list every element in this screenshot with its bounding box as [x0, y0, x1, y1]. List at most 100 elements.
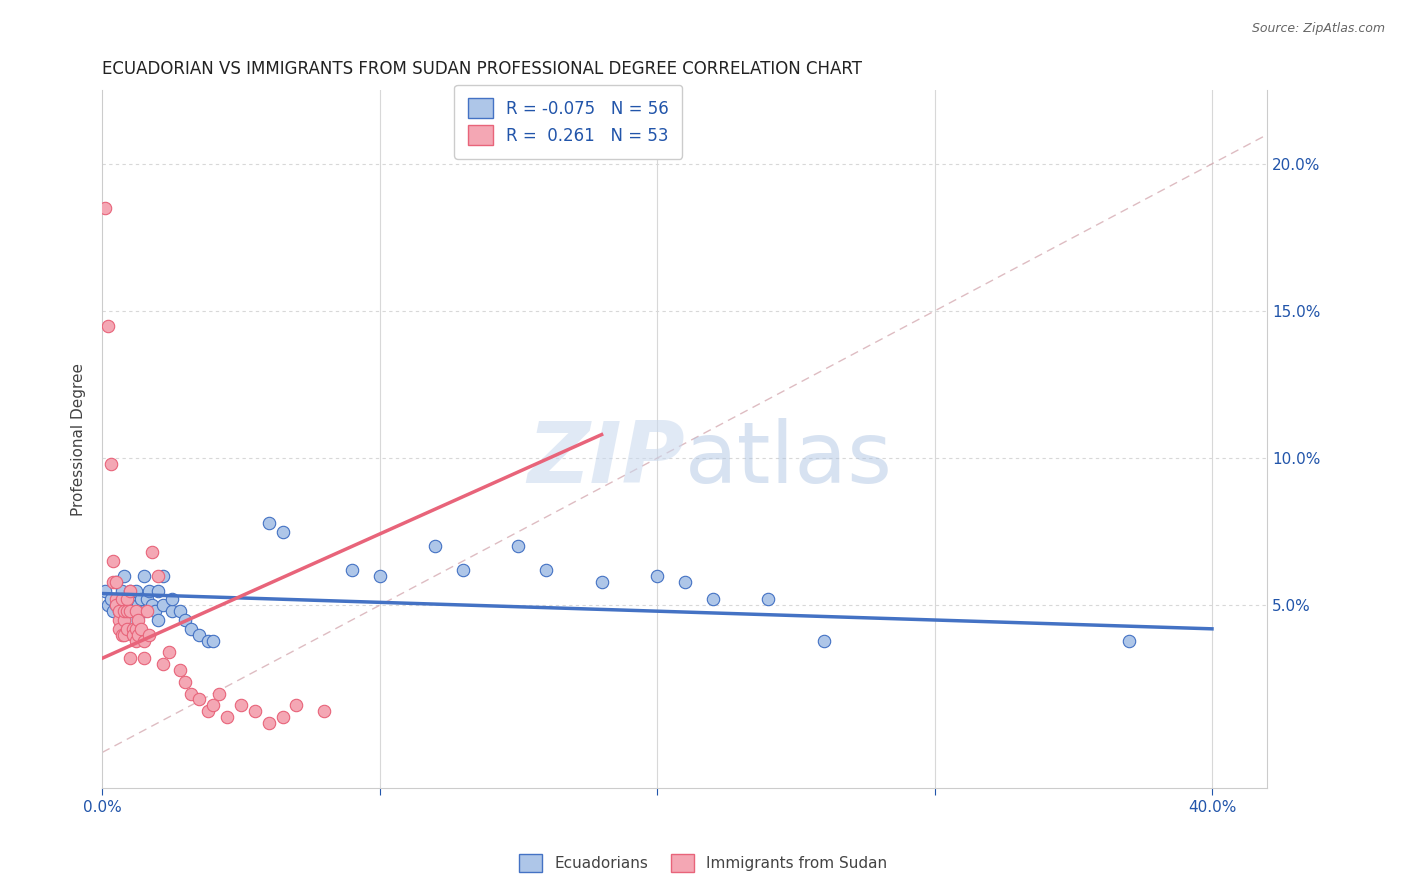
Point: [94, 583, 117, 598]
Text: Source: ZipAtlas.com: Source: ZipAtlas.com: [1251, 22, 1385, 36]
Point: [115, 604, 138, 618]
Point: [105, 574, 128, 589]
Point: [103, 554, 125, 568]
Point: [285, 698, 308, 713]
Point: [340, 563, 363, 577]
Point: [673, 574, 696, 589]
Point: [111, 583, 134, 598]
Point: [129, 622, 152, 636]
Point: [94, 201, 117, 215]
Point: [127, 628, 149, 642]
Point: [229, 698, 252, 713]
Point: [105, 599, 128, 613]
Legend: R = -0.075   N = 56, R =  0.261   N = 53: R = -0.075 N = 56, R = 0.261 N = 53: [454, 85, 682, 159]
Text: atlas: atlas: [685, 418, 893, 501]
Point: [111, 592, 134, 607]
Point: [129, 592, 152, 607]
Point: [368, 569, 391, 583]
Point: [115, 592, 138, 607]
Point: [202, 698, 225, 713]
Point: [112, 628, 135, 642]
Point: [257, 516, 280, 530]
Point: [180, 622, 202, 636]
Point: [152, 657, 174, 672]
Point: [180, 687, 202, 701]
Point: [451, 563, 474, 577]
Point: [152, 599, 174, 613]
Point: [135, 592, 157, 607]
Point: [108, 604, 131, 618]
Point: [111, 613, 134, 627]
Point: [112, 599, 135, 613]
Point: [111, 628, 134, 642]
Point: [112, 569, 135, 583]
Point: [124, 583, 146, 598]
Point: [132, 633, 155, 648]
Point: [215, 710, 238, 724]
Point: [118, 613, 141, 627]
Point: [146, 613, 169, 627]
Point: [105, 599, 128, 613]
Point: [188, 628, 211, 642]
Point: [314, 704, 336, 718]
Point: [115, 622, 138, 636]
Point: [103, 574, 125, 589]
Point: [152, 569, 174, 583]
Point: [645, 569, 668, 583]
Point: [197, 704, 219, 718]
Y-axis label: Professional Degree: Professional Degree: [72, 362, 86, 516]
Point: [160, 604, 183, 618]
Point: [124, 604, 146, 618]
Point: [118, 583, 141, 598]
Point: [108, 604, 131, 618]
Point: [271, 710, 294, 724]
Point: [423, 540, 446, 554]
Point: [100, 457, 122, 471]
Point: [118, 583, 141, 598]
Point: [141, 545, 163, 559]
Point: [97, 599, 120, 613]
Point: [202, 633, 225, 648]
Point: [112, 613, 135, 627]
Point: [108, 613, 131, 627]
Point: [138, 628, 160, 642]
Point: [105, 574, 128, 589]
Point: [508, 540, 530, 554]
Point: [146, 583, 169, 598]
Legend: Ecuadorians, Immigrants from Sudan: Ecuadorians, Immigrants from Sudan: [512, 846, 894, 880]
Point: [121, 622, 143, 636]
Point: [97, 318, 120, 333]
Point: [243, 704, 266, 718]
Point: [108, 622, 131, 636]
Point: [813, 633, 835, 648]
Point: [197, 633, 219, 648]
Point: [124, 604, 146, 618]
Point: [118, 604, 141, 618]
Point: [132, 569, 155, 583]
Point: [121, 592, 143, 607]
Text: ECUADORIAN VS IMMIGRANTS FROM SUDAN PROFESSIONAL DEGREE CORRELATION CHART: ECUADORIAN VS IMMIGRANTS FROM SUDAN PROF…: [103, 60, 862, 78]
Point: [257, 716, 280, 731]
Point: [146, 569, 169, 583]
Point: [141, 599, 163, 613]
Point: [127, 613, 149, 627]
Point: [132, 604, 155, 618]
Point: [105, 592, 128, 607]
Point: [138, 583, 160, 598]
Point: [103, 604, 125, 618]
Point: [143, 604, 166, 618]
Point: [127, 599, 149, 613]
Point: [702, 592, 724, 607]
Point: [118, 651, 141, 665]
Point: [174, 674, 197, 689]
Point: [135, 604, 157, 618]
Point: [121, 599, 143, 613]
Point: [188, 692, 211, 706]
Point: [208, 687, 231, 701]
Point: [124, 622, 146, 636]
Point: [124, 633, 146, 648]
Point: [100, 592, 122, 607]
Point: [756, 592, 779, 607]
Text: ZIP: ZIP: [527, 418, 685, 501]
Point: [169, 663, 191, 677]
